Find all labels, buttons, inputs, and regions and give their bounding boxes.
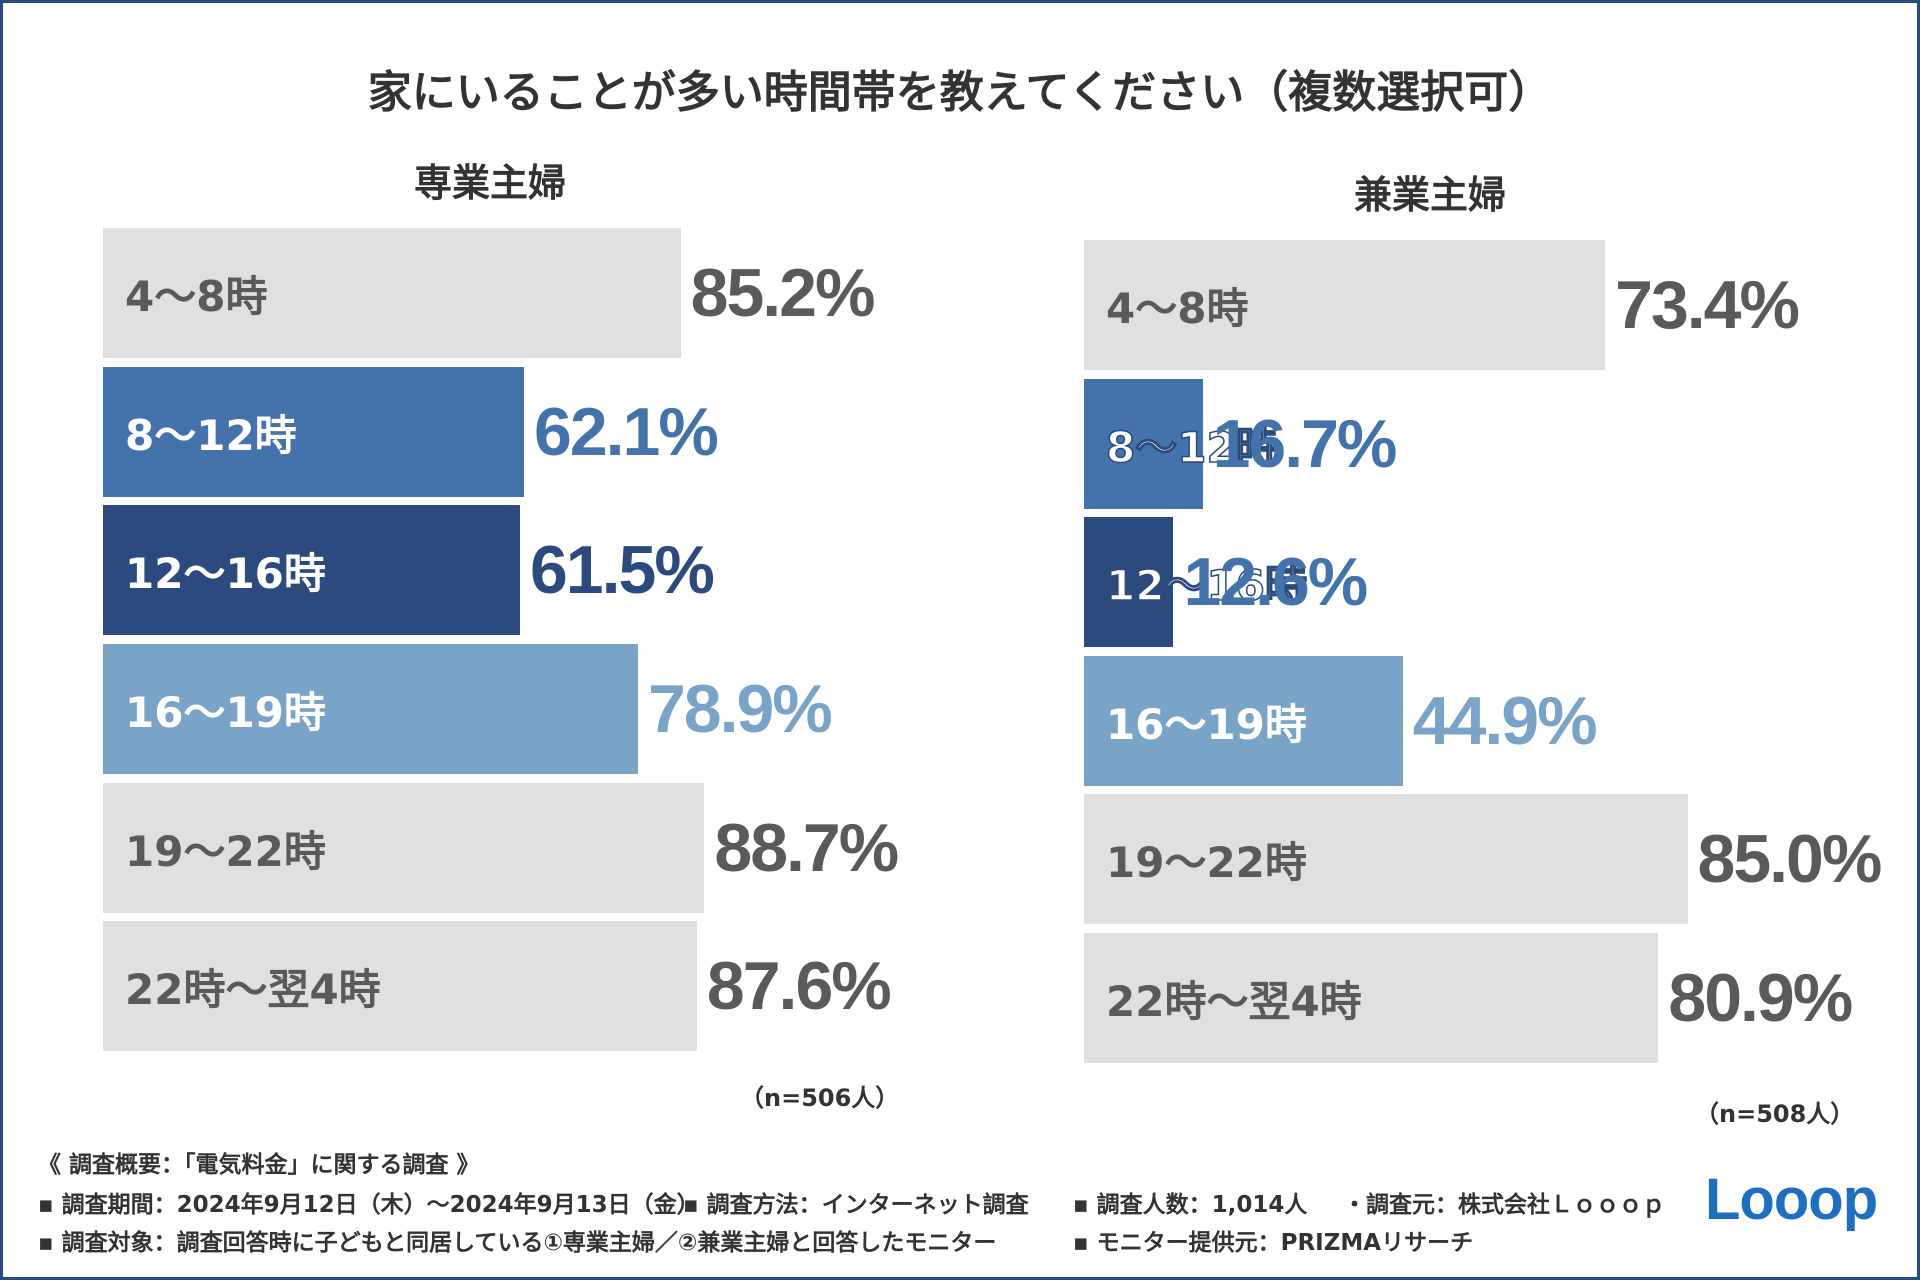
bar-row: 8〜12時 62.1% xyxy=(103,367,923,497)
bar-value-label: 88.7% xyxy=(714,810,899,886)
bar xyxy=(1084,656,1403,786)
bar-value-label: 62.1% xyxy=(534,394,719,470)
bar-category-label: 16〜19時 xyxy=(1106,699,1307,749)
bar-value-label: 12.6% xyxy=(1183,544,1368,620)
survey-source: ・調査元：株式会社Ｌｏｏｏｐ xyxy=(1343,1192,1665,1218)
bar-value-label: 61.5% xyxy=(529,532,715,608)
bar-value-label: 16.7% xyxy=(1212,406,1398,482)
bar xyxy=(1084,933,1659,1063)
bar-row: 16〜19時 78.9% xyxy=(103,644,923,774)
bar-row: 4〜8時 85.2% xyxy=(103,228,923,358)
bar-row: 19〜22時 85.0% xyxy=(1084,794,1904,924)
sample-size-note-left: （n=506人） xyxy=(740,1084,900,1112)
bar-category-label: 19〜22時 xyxy=(1106,837,1307,887)
bar-row: 16〜19時 44.9% xyxy=(1084,656,1904,786)
bar-value-label: 85.2% xyxy=(690,255,876,331)
bar-value-label: 44.9% xyxy=(1412,683,1598,759)
bar-value-label: 87.6% xyxy=(706,948,892,1024)
bar xyxy=(103,505,520,635)
bar xyxy=(103,228,681,358)
bar-row: 22時〜翌4時 87.6% xyxy=(103,921,923,1051)
bar-category-label: 12〜16時 xyxy=(1105,560,1307,611)
bar-row: 8〜12時 16.7% xyxy=(1084,379,1904,509)
looop-logo: Looop xyxy=(1705,1167,1878,1232)
bar xyxy=(1084,517,1174,647)
bar-value-label: 73.4% xyxy=(1615,267,1800,343)
survey-method: ▪ 調査方法：インターネット調査 xyxy=(683,1192,1029,1218)
survey-period: ▪ 調査期間：2024年9月12日（木）〜2024年9月13日（金） xyxy=(38,1192,700,1218)
bar xyxy=(103,783,705,913)
bar xyxy=(103,921,697,1051)
bar-row: 4〜8時 73.4% xyxy=(1084,240,1904,370)
survey-heading: 《 調査概要：「電気料金」に関する調査 》 xyxy=(38,1152,480,1178)
bar-category-label: 16〜19時 xyxy=(125,687,326,737)
bar-value-label: 78.9% xyxy=(647,671,833,747)
bar xyxy=(1084,240,1606,370)
bar-category-label: 4〜8時 xyxy=(1106,283,1249,333)
bar xyxy=(1084,379,1203,509)
bar-row: 12〜16時 12.6% xyxy=(1084,517,1904,647)
bar-row: 22時〜翌4時 80.9% xyxy=(1084,933,1904,1063)
survey-count: ▪ 調査人数：1,014人 xyxy=(1073,1192,1308,1218)
bar-row: 19〜22時 88.7% xyxy=(103,783,923,913)
bar xyxy=(1084,794,1688,924)
bar-category-label: 22時〜翌4時 xyxy=(1106,976,1362,1026)
bar-value-label: 85.0% xyxy=(1697,821,1883,897)
survey-provider: ▪ モニター提供元：PRIZMAリサーチ xyxy=(1073,1230,1474,1256)
bar-row: 12〜16時 61.5% xyxy=(103,505,923,635)
panel-title-left: 専業主婦 xyxy=(413,161,566,205)
bar-category-label: 22時〜翌4時 xyxy=(125,964,381,1014)
bar xyxy=(103,644,638,774)
bar-category-label: 4〜8時 xyxy=(125,271,268,321)
survey-target: ▪ 調査対象：調査回答時に子どもと同居している①専業主婦／②兼業主婦と回答したモ… xyxy=(38,1230,997,1256)
bar-category-label: 8〜12時 xyxy=(1105,422,1278,473)
bar-category-label: 12〜16時 xyxy=(125,548,326,598)
bar-value-label: 80.9% xyxy=(1668,960,1853,1036)
sample-size-note-right: （n=508人） xyxy=(1695,1100,1855,1128)
chart-title: 家にいることが多い時間帯を教えてください（複数選択可） xyxy=(367,67,1553,118)
panel-title-right: 兼業主婦 xyxy=(1353,173,1506,217)
bar-category-label: 19〜22時 xyxy=(125,826,326,876)
bar-category-label: 8〜12時 xyxy=(125,410,297,460)
bar xyxy=(103,367,525,497)
